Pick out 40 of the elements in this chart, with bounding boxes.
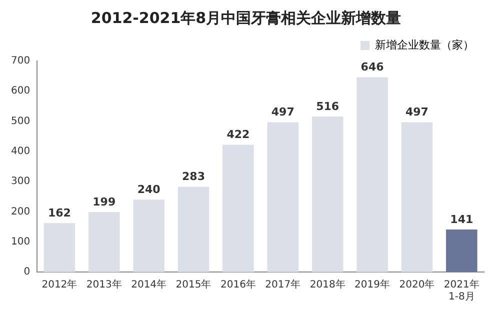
data-label: 141: [450, 212, 474, 226]
x-tick-label: 2013年: [86, 278, 122, 291]
y-tick-label: 600: [10, 86, 30, 97]
data-label: 199: [92, 195, 116, 208]
y-tick-label: 300: [10, 176, 30, 188]
x-tick-label: 2017年: [265, 278, 301, 291]
legend-label: 新增企业数量（家）: [375, 38, 474, 52]
x-tick-label: 2019年: [354, 278, 390, 291]
bar: [133, 200, 164, 272]
bar: [446, 230, 478, 272]
data-label: 497: [271, 106, 294, 119]
bar: [222, 144, 254, 272]
y-tick-label: 700: [10, 56, 30, 67]
data-label: 646: [360, 60, 384, 74]
data-label: 162: [48, 206, 71, 220]
y-tick-label: 200: [10, 206, 30, 218]
y-tick-label: 400: [10, 146, 30, 158]
data-label: 240: [137, 183, 161, 196]
x-tick-label: 2018年: [310, 278, 346, 291]
bar: [44, 223, 76, 272]
x-tick-label: 2021年 1-8月: [444, 278, 480, 303]
bar: [178, 186, 210, 272]
y-tick-label: 500: [10, 116, 30, 127]
bar: [312, 116, 344, 272]
y-tick-label: 0: [24, 266, 30, 278]
x-tick-label: 2012年: [42, 278, 78, 291]
y-tick-label: 100: [10, 236, 30, 248]
data-label: 516: [316, 100, 340, 113]
x-tick-label: 2016年: [220, 278, 256, 291]
x-tick-label: 2014年: [131, 278, 167, 291]
data-label: 497: [405, 106, 428, 119]
x-tick-label: 2015年: [176, 278, 212, 291]
x-tick-label: 2020年: [399, 278, 435, 291]
bar: [267, 122, 299, 272]
chart-title: 2012-2021年8月中国牙膏相关企业新增数量: [90, 8, 402, 27]
data-label: 422: [226, 128, 250, 142]
bar: [401, 122, 433, 272]
data-label: 283: [182, 170, 205, 184]
bar: [88, 212, 120, 272]
bar: [356, 77, 388, 272]
